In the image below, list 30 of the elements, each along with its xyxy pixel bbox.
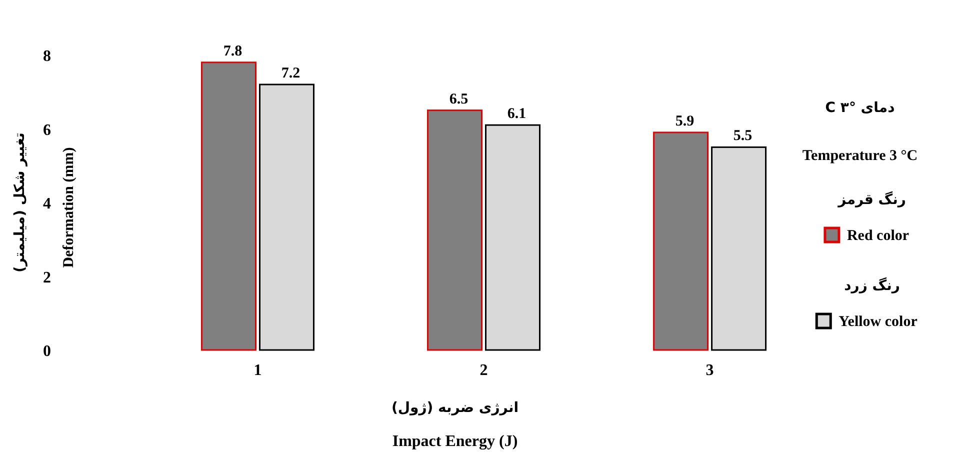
legend-label: Red color bbox=[846, 228, 910, 244]
data-label: 7.2 bbox=[281, 66, 300, 82]
bar bbox=[653, 132, 709, 351]
y-tick-label: 8 bbox=[43, 48, 51, 65]
bar bbox=[427, 110, 483, 351]
data-label: 6.1 bbox=[507, 106, 526, 122]
text: دمای °C ۳ bbox=[825, 100, 895, 116]
data-label: 5.5 bbox=[733, 128, 752, 144]
bar bbox=[258, 84, 314, 351]
x-tick-label: 2 bbox=[480, 362, 488, 379]
y-axis-title: Deformation (mm) bbox=[61, 147, 77, 268]
data-label: 5.9 bbox=[675, 113, 694, 130]
legend-title: Temperature 3 °C bbox=[802, 148, 918, 164]
bar bbox=[200, 62, 256, 351]
x-tick-label: 3 bbox=[706, 362, 714, 379]
data-label: 7.8 bbox=[223, 43, 242, 60]
y-tick-label: 0 bbox=[43, 343, 51, 360]
text: تغییر شکل (میلیمتر) bbox=[12, 132, 28, 272]
x-axis-title: Impact Energy (J) bbox=[392, 433, 518, 450]
y-tick-label: 4 bbox=[43, 196, 51, 212]
data-label: 6.5 bbox=[449, 91, 468, 108]
text: رنگ قرمز bbox=[837, 191, 906, 208]
bar bbox=[711, 146, 767, 351]
y-tick-label: 2 bbox=[43, 269, 51, 286]
text: انرژی ضربه (ژول) bbox=[391, 400, 519, 416]
x-tick-label: 1 bbox=[254, 362, 262, 379]
legend-label: Yellow color bbox=[838, 314, 918, 330]
text: رنگ زرد bbox=[844, 277, 900, 294]
y-tick-label: 6 bbox=[43, 122, 51, 139]
bar bbox=[485, 124, 541, 351]
